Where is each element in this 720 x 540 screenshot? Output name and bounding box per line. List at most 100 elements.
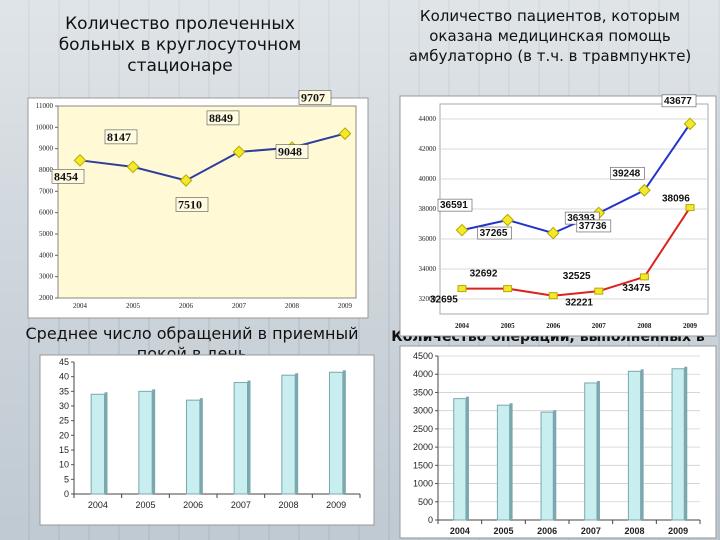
chart4-y-tick-label: 3000 [413,406,433,416]
chart2-point [503,285,513,293]
chart4-x-tick-label: 2005 [493,526,513,536]
chart4-bar-side [553,410,557,520]
chart1-x-tick-label: 2006 [179,302,194,310]
chart3-bar [138,390,153,495]
chart3-bar-side [295,373,299,494]
chart1-x-tick-label: 2005 [126,302,141,310]
chart2-title: Количество пациентов, которым оказана ме… [408,7,692,65]
chart4-bar [671,368,685,521]
chart2-point [457,285,467,293]
chart1-y-tick-label: 9000 [39,145,54,153]
chart4-bar-side [465,396,469,520]
chart1-y-tick-label: 7000 [39,187,54,195]
chart2-data-label: 38096 [662,194,690,205]
chart1-data-label: 8147 [107,130,131,144]
chart2-data-label: 32692 [470,269,498,280]
chart2-x-tick-label: 2007 [592,322,607,330]
chart2-point [501,213,514,227]
chart1-point [232,145,246,159]
chart2-data-label: 36591 [440,200,468,211]
chart2-point [685,204,695,212]
chart4-y-tick-label: 4000 [413,369,433,379]
chart2-point [638,183,651,197]
chart4-bar [584,382,598,521]
chart4-bar-side [684,366,688,520]
chart2-label-box [477,226,512,240]
chart1-y-tick-label: 8000 [39,166,54,174]
chart2-x-tick-label: 2005 [501,322,516,330]
chart3-bar-side [199,398,203,494]
chart2-data-label: 33475 [622,283,650,294]
chart4-bar-side [596,380,600,520]
chart2-data-label: 32525 [563,271,591,282]
chart1-x-tick-label: 2004 [73,302,88,310]
chart3-bar-side [152,389,156,494]
chart4-y-tick-label: 1500 [413,460,433,470]
chart2-point [639,273,649,281]
chart3-y-tick-label: 40 [59,372,69,382]
chart2-data-label: 36393 [567,213,595,224]
chart3-y-tick-label: 35 [59,386,69,396]
chart4-bar [627,370,642,521]
chart1-data-label: 7510 [178,197,202,211]
chart2-point [683,117,697,131]
chart1-y-tick-label: 2000 [39,294,54,302]
chart2-label-box [437,198,473,212]
chart2-y-tick-label: 34000 [419,265,437,273]
chart4-y-tick-label: 1000 [413,479,433,489]
chart1-data-label: 8849 [209,111,233,125]
chart4-y-tick-label: 3500 [413,387,433,397]
chart2-x-tick-label: 2006 [546,322,561,330]
chart2-data-label: 32695 [430,295,458,306]
chart2-data-label: 37265 [480,228,508,239]
chart1-y-tick-label: 5000 [39,230,54,238]
chart2-point [546,226,560,240]
chart4-y-tick-label: 2500 [413,424,433,434]
chart2-y-tick-label: 42000 [419,145,437,153]
chart3-x-tick-label: 2004 [88,500,108,510]
chart1-title: Количество пролеченных больных в круглос… [58,14,302,76]
chart2-label-box [576,219,612,233]
chart4-plot-area [438,356,700,520]
chart2-data-label: 32221 [565,298,593,309]
chart1-x-tick-label: 2009 [338,302,353,310]
chart1-data-label: 9707 [301,91,325,105]
chart2-y-tick-label: 36000 [419,235,437,243]
chart4-x-tick-label: 2007 [581,526,601,536]
chart2-label-box [610,166,645,180]
chart3-y-tick-label: 45 [59,357,69,367]
chart4-bar [453,398,467,521]
chart4-y-tick-label: 2000 [413,442,433,452]
chart3-y-tick-label: 5 [64,474,69,484]
chart3-x-tick-label: 2005 [135,500,155,510]
chart4-bar-side [509,403,513,520]
chart2-point [455,223,469,237]
chart3-y-tick-label: 20 [59,430,69,440]
chart3-x-tick-label: 2008 [278,500,298,510]
chart2-y-tick-label: 38000 [419,205,437,213]
chart4-bar [540,411,554,521]
chart2-data-label: 43677 [664,96,692,107]
chart1-label-box [206,110,240,126]
chart3-bar-side [342,370,346,494]
chart3-x-tick-label: 2009 [326,500,346,510]
chart4-y-tick-label: 0 [428,515,433,525]
chart2-point [548,292,558,300]
chart4-x-tick-label: 2006 [537,526,557,536]
chart1-y-tick-label: 6000 [39,209,54,217]
chart4-x-tick-label: 2008 [624,526,644,536]
chart1-label-box [175,197,209,212]
chart1-point [338,127,352,140]
chart1-y-tick-label: 4000 [39,251,54,259]
chart1-label-box [104,129,138,145]
chart1-point [179,174,193,187]
chart2-series-line [461,207,691,297]
chart2-point [594,287,604,295]
chart2-x-tick-label: 2009 [683,322,698,330]
chart1-point [73,153,87,167]
chart4-bar [496,404,511,521]
chart1-label-box [51,169,85,184]
